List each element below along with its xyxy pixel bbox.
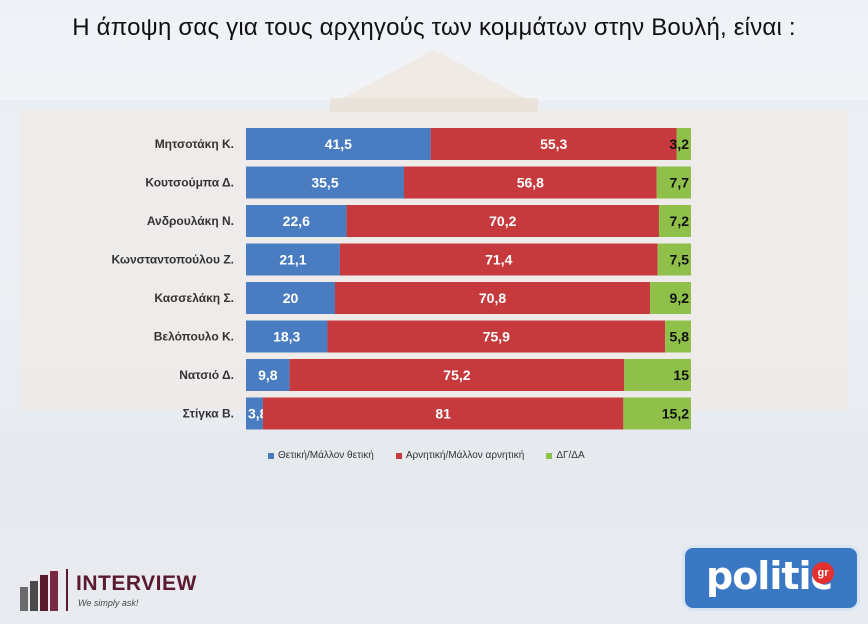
bar-segment-negative — [327, 320, 666, 353]
data-label-negative: 55,3 — [540, 136, 567, 152]
data-label-negative: 75,2 — [443, 367, 470, 383]
data-label-positive: 21,1 — [279, 252, 306, 268]
legend-item-positive: Θετική/Μάλλον θετική — [268, 450, 374, 461]
bar-segment-negative — [346, 205, 659, 237]
bar-segment-positive — [246, 128, 431, 160]
bar-segment-negative — [289, 359, 625, 391]
bar-segment-positive — [246, 359, 290, 391]
bar-segment-positive — [246, 166, 404, 199]
legend-label-positive: Θετική/Μάλλον θετική — [278, 450, 374, 461]
bar-segment-negative — [335, 282, 651, 314]
data-label-unsure: 15 — [673, 367, 689, 383]
bar-segment-unsure — [676, 128, 691, 160]
legend-swatch-negative — [395, 452, 402, 459]
interview-tagline: We simply ask! — [78, 598, 139, 608]
data-label-negative: 75,9 — [483, 329, 510, 345]
category-label: Στίγκα Β. — [183, 407, 234, 421]
bar-segment-negative — [262, 397, 624, 430]
data-label-unsure: 5,8 — [670, 329, 690, 345]
data-label-negative: 70,2 — [489, 213, 516, 229]
bar-segment-positive — [246, 397, 263, 430]
legend-item-negative: Αρνητική/Μάλλον αρνητική — [395, 450, 525, 461]
bar-segment-unsure — [624, 359, 691, 391]
data-label-unsure: 7,5 — [670, 252, 690, 268]
legend-swatch-unsure — [546, 452, 553, 459]
data-label-unsure: 7,7 — [670, 175, 690, 191]
data-label-unsure: 9,2 — [670, 290, 690, 306]
category-label: Μητσοτάκη Κ. — [155, 137, 234, 151]
data-label-negative: 70,8 — [479, 290, 506, 306]
data-label-positive: 20 — [283, 290, 299, 306]
bar-segment-unsure — [656, 166, 691, 199]
bar-segment-unsure — [623, 397, 691, 430]
interview-brand-name: INTERVIEW — [76, 572, 197, 595]
data-label-unsure: 15,2 — [662, 406, 689, 422]
category-label: Ανδρουλάκη Ν. — [147, 214, 234, 228]
chart-title: Η άποψη σας για τους αρχηγούς των κομμάτ… — [72, 14, 796, 41]
politic-gr-badge: gr — [812, 562, 834, 584]
bar-segment-unsure — [665, 320, 691, 353]
data-label-positive: 3,8 — [248, 406, 268, 422]
data-label-positive: 22,6 — [283, 213, 310, 229]
bar-segment-positive — [246, 205, 347, 237]
data-label-positive: 41,5 — [325, 136, 352, 152]
category-label: Βελόπουλο Κ. — [154, 330, 234, 344]
data-label-negative: 81 — [435, 406, 451, 422]
bar-segment-positive — [246, 282, 335, 314]
category-label: Κωνσταντοπούλου Ζ. — [111, 253, 234, 267]
bar-segment-positive — [246, 243, 340, 276]
data-label-positive: 18,3 — [273, 329, 300, 345]
data-label-positive: 9,8 — [258, 367, 278, 383]
legend-label-negative: Αρνητική/Μάλλον αρνητική — [405, 450, 525, 461]
legend-item-unsure: ΔΓ/ΔΑ — [546, 450, 585, 461]
bar-segment-unsure — [658, 205, 691, 237]
category-label: Κασσελάκη Σ. — [154, 291, 234, 305]
politic-brand-name: politic — [706, 554, 833, 598]
category-label: Νατσιό Δ. — [179, 368, 234, 382]
legend-label-unsure: ΔΓ/ΔΑ — [556, 450, 585, 461]
data-label-negative: 56,8 — [517, 175, 544, 191]
bar-segment-negative — [430, 128, 677, 160]
chart-legend: Θετική/Μάλλον θετική Αρνητική/Μάλλον αρν… — [268, 450, 585, 461]
bar-segment-unsure — [657, 243, 691, 276]
bar-segment-unsure — [650, 282, 691, 314]
bar-segment-negative — [403, 166, 657, 199]
bar-segment-negative — [339, 243, 658, 276]
data-label-negative: 71,4 — [485, 252, 512, 268]
data-label-unsure: 7,2 — [670, 213, 690, 229]
data-label-positive: 35,5 — [311, 175, 338, 191]
legend-swatch-positive — [268, 452, 274, 459]
data-label-unsure: 3,2 — [670, 136, 690, 152]
bar-segment-positive — [246, 320, 328, 353]
category-label: Κουτσούμπα Δ. — [145, 176, 234, 190]
interview-logo-icon — [20, 569, 68, 611]
